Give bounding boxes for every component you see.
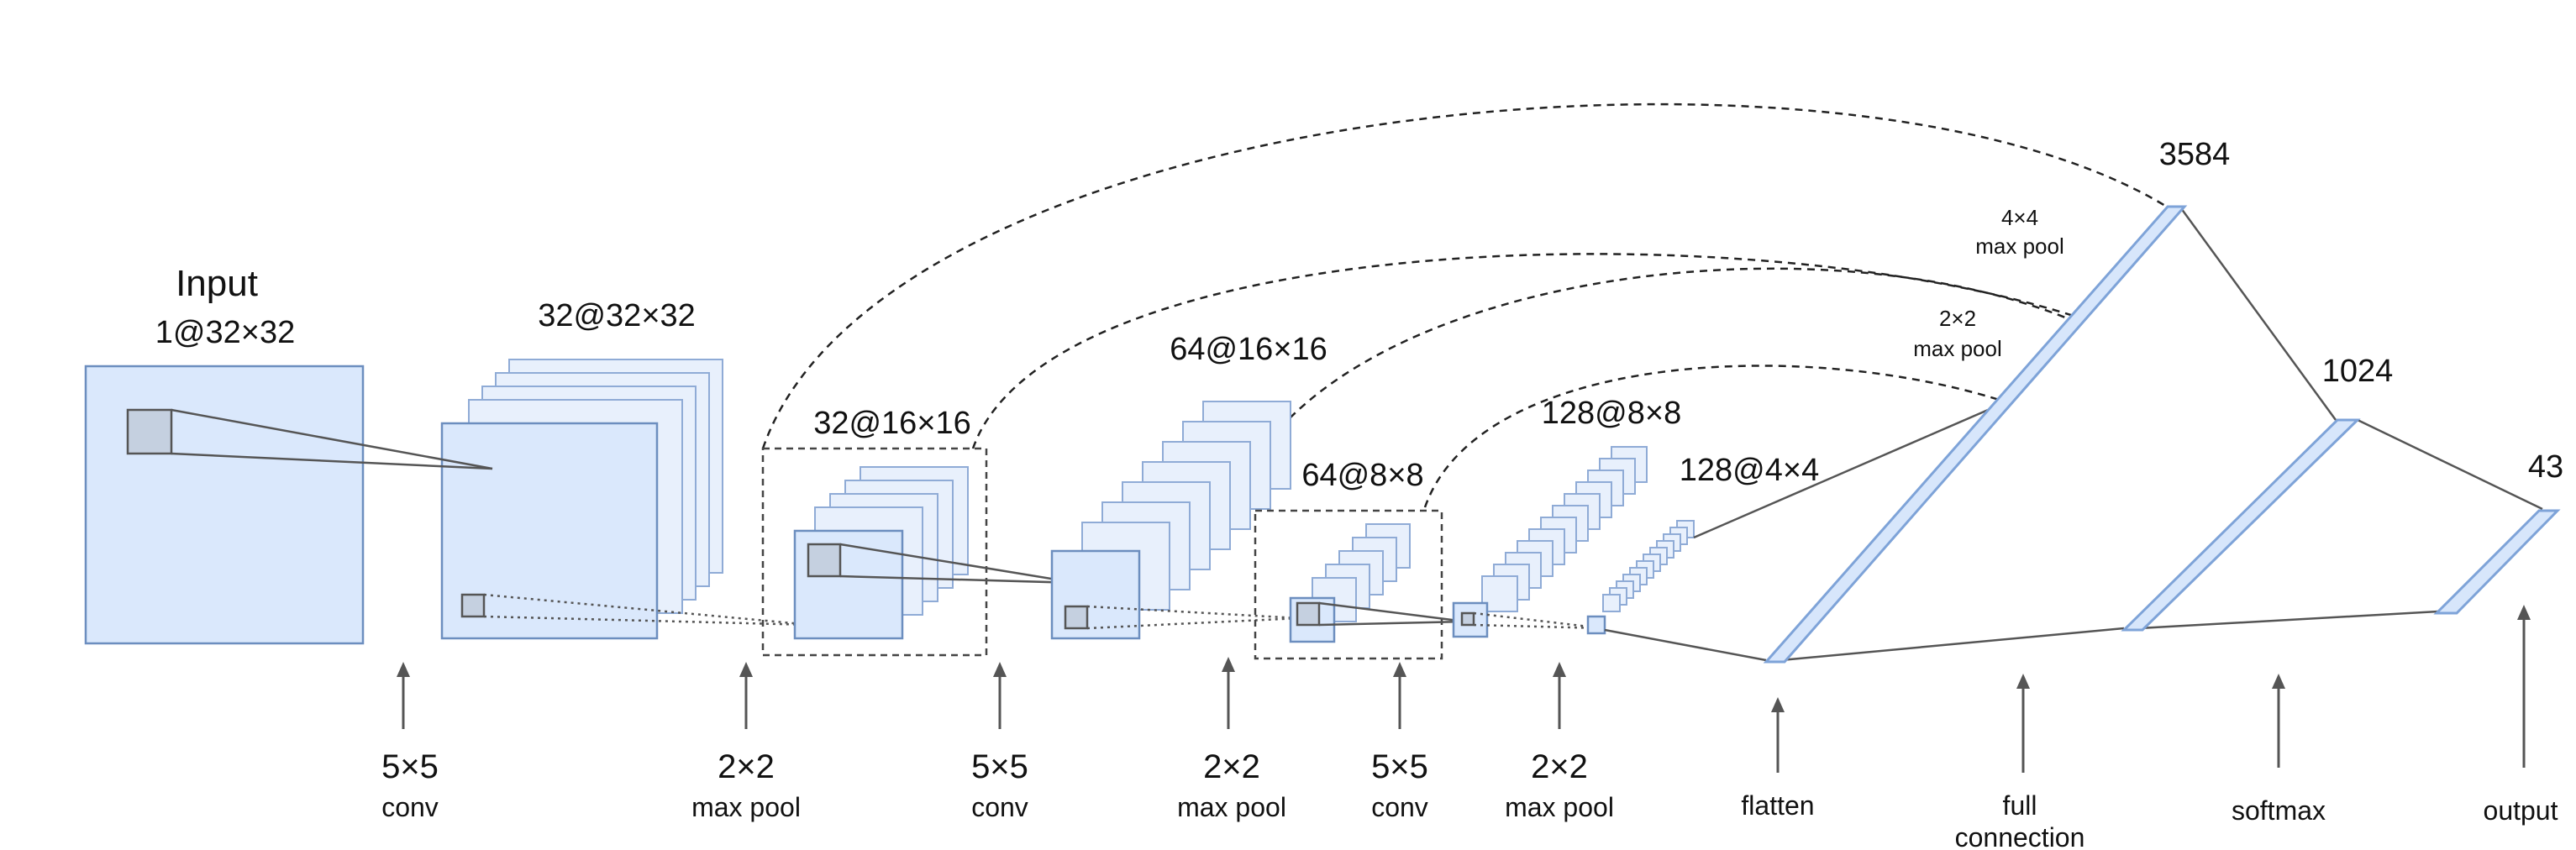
pool3-label: 128@4×4 xyxy=(1680,453,1819,488)
flatten-to-fc-line xyxy=(2179,207,2337,421)
pool2-dashed-box xyxy=(1254,509,1443,660)
op-output-name: output xyxy=(2484,795,2558,826)
input-kernel-patch xyxy=(126,408,173,455)
op-conv3-name: conv xyxy=(1371,792,1428,822)
op-pool3-name: max pool xyxy=(1505,792,1614,822)
conv1-layer: 32@32×32 xyxy=(440,298,723,640)
conv1-pool-patch xyxy=(460,593,486,618)
op-softmax-name: softmax xyxy=(2232,795,2326,826)
pool3-map-back xyxy=(1602,594,1621,612)
op-conv2-name: conv xyxy=(971,792,1028,822)
pool2-layer: 64@8×8 xyxy=(1254,458,1443,660)
op-conv2-size: 5×5 xyxy=(971,748,1028,785)
input-title: Input xyxy=(176,263,258,304)
conv3-pool-patch xyxy=(1460,611,1475,627)
fc-layer-bar xyxy=(2121,418,2361,632)
pool1-to-conv2-projection xyxy=(839,575,1078,585)
output-layer-bar xyxy=(2433,509,2561,615)
conv3-label: 128@8×8 xyxy=(1542,396,1681,431)
operation-labels: 5×5 conv 2×2 max pool 5×5 conv 2×2 max p… xyxy=(381,605,2558,850)
skip-connection-pool2-to-flatten xyxy=(1230,267,2074,508)
fc-to-output-line xyxy=(2138,610,2439,630)
pool3-layer: 128@4×4 xyxy=(1586,453,1819,635)
flatten-size-label: 3584 xyxy=(2159,137,2231,172)
conv3-layer: 128@8×8 xyxy=(1452,396,1681,638)
pool1-to-conv2-projection xyxy=(839,543,1078,585)
conv2-pool-patch xyxy=(1064,605,1089,630)
pool1-layer: 32@16×16 xyxy=(761,406,988,657)
skip-note-2x2-maxpool: max pool xyxy=(1913,336,2002,361)
skip-connection-pool1-to-flatten xyxy=(761,102,2170,449)
pool2-to-conv3-projection xyxy=(1318,601,1466,623)
skip-note-2x2: 2×2 xyxy=(1939,306,1976,331)
conv3-to-pool3-projection xyxy=(1473,623,1604,630)
conv1-label: 32@32×32 xyxy=(538,298,696,333)
fc-to-output-line xyxy=(2357,418,2543,511)
op-arrow-full-connection xyxy=(2016,674,2030,773)
op-pool2-name: max pool xyxy=(1177,792,1286,822)
pool1-kernel-patch xyxy=(807,543,842,578)
input-feature-map xyxy=(84,365,365,645)
input-to-conv1-projection xyxy=(171,452,493,470)
input-layer: Input 1@32×32 xyxy=(84,263,365,645)
pool2-kernel-patch xyxy=(1296,601,1321,627)
pool1-dashed-box xyxy=(761,447,988,657)
skip-connection-pool2-to-flatten-lower xyxy=(1423,365,2011,508)
flatten-to-fc-line xyxy=(1780,627,2125,662)
op-arrow-pool1 xyxy=(739,662,753,729)
op-conv1-name: conv xyxy=(381,792,439,822)
pool1-label: 32@16×16 xyxy=(813,406,971,441)
op-pool3-size: 2×2 xyxy=(1531,748,1588,785)
op-arrow-pool3 xyxy=(1553,662,1566,729)
conv2-to-pool2-projection xyxy=(1086,605,1300,620)
op-arrow-conv2 xyxy=(993,662,1007,729)
op-pool2-size: 2×2 xyxy=(1203,748,1260,785)
output-size-label: 43 xyxy=(2528,449,2563,485)
op-flatten-name: flatten xyxy=(1741,790,1814,821)
pool3-to-flatten-line xyxy=(1604,628,1767,662)
pool3-to-flatten-line xyxy=(1693,403,2000,539)
op-arrow-pool2 xyxy=(1222,657,1235,729)
conv2-label: 64@16×16 xyxy=(1170,332,1327,367)
op-arrow-conv1 xyxy=(397,662,410,729)
conv1-to-pool1-projection xyxy=(483,593,812,627)
pool3-feature-map xyxy=(1586,615,1606,635)
input-dims: 1@32×32 xyxy=(155,315,295,350)
conv1-to-pool1-projection xyxy=(483,615,812,627)
conv3-to-pool3-projection xyxy=(1473,611,1604,630)
conv2-layer: 64@16×16 xyxy=(1050,332,1327,640)
op-full-connection-name-2: connection xyxy=(1955,822,2085,850)
skip-note-4x4-maxpool: max pool xyxy=(1975,233,2064,259)
op-arrow-softmax xyxy=(2272,674,2285,768)
op-arrow-conv3 xyxy=(1393,662,1406,729)
fc-size-label: 1024 xyxy=(2322,354,2394,389)
op-pool1-size: 2×2 xyxy=(718,748,775,785)
op-arrow-flatten xyxy=(1771,697,1785,773)
op-full-connection-name: full xyxy=(2003,790,2037,821)
input-to-conv1-projection xyxy=(171,408,493,470)
flatten-layer-bar xyxy=(1763,205,2188,664)
skip-connections xyxy=(761,102,2170,508)
skip-note-4x4: 4×4 xyxy=(2001,205,2038,230)
conv3-feature-map xyxy=(1452,601,1489,638)
dense-layers: 3584 1024 43 4×4 max pool 2×2 max pool xyxy=(1604,137,2563,664)
op-arrow-output xyxy=(2517,605,2531,768)
op-conv1-size: 5×5 xyxy=(381,748,439,785)
pool2-label: 64@8×8 xyxy=(1301,458,1423,493)
op-pool1-name: max pool xyxy=(691,792,801,822)
pool2-to-conv3-projection xyxy=(1318,620,1466,627)
conv2-to-pool2-projection xyxy=(1086,617,1300,630)
op-conv3-size: 5×5 xyxy=(1371,748,1428,785)
